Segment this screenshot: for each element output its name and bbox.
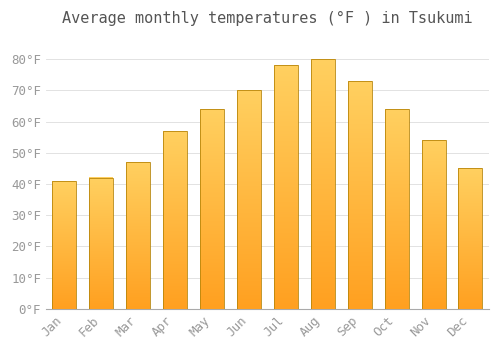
Bar	[52, 181, 76, 309]
Bar	[126, 162, 150, 309]
Title: Average monthly temperatures (°F ) in Tsukumi: Average monthly temperatures (°F ) in Ts…	[62, 11, 472, 26]
Bar	[163, 131, 187, 309]
Bar	[384, 109, 408, 309]
Bar	[200, 109, 224, 309]
Bar	[311, 59, 335, 309]
Bar	[348, 81, 372, 309]
Bar	[458, 168, 482, 309]
Bar	[274, 65, 298, 309]
Bar	[422, 140, 446, 309]
Bar	[90, 178, 114, 309]
Bar	[237, 90, 261, 309]
